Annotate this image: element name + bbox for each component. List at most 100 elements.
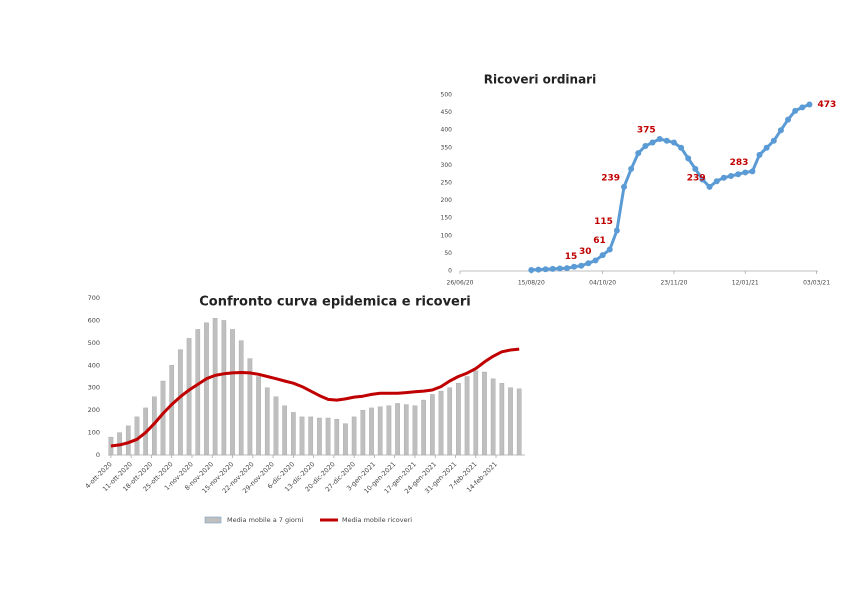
bar <box>204 322 209 456</box>
data-point <box>756 151 763 158</box>
chart-title: Ricoveri ordinari <box>484 73 596 87</box>
bar <box>343 423 348 456</box>
data-point <box>549 265 556 272</box>
bar <box>377 406 383 456</box>
data-point <box>635 150 642 157</box>
y-tick-label: 50 <box>444 250 452 257</box>
bar <box>186 338 192 456</box>
bar <box>230 329 235 456</box>
bar <box>134 416 140 456</box>
data-point <box>706 183 713 190</box>
bar <box>195 329 201 456</box>
data-point <box>720 174 727 181</box>
y-tick-label: 100 <box>441 232 453 239</box>
data-point <box>621 183 628 190</box>
y-tick-label: 0 <box>448 268 452 275</box>
data-point <box>649 139 656 146</box>
bar <box>125 425 131 456</box>
data-point <box>713 178 720 185</box>
data-point <box>749 168 756 175</box>
x-tick-label: 23/11/20 <box>660 280 687 287</box>
data-point <box>528 266 535 273</box>
bar <box>473 370 479 456</box>
data-point <box>578 262 585 269</box>
bar <box>508 387 513 456</box>
bar <box>351 416 357 456</box>
y-tick-label: 700 <box>88 294 100 302</box>
bar <box>447 387 453 456</box>
data-point <box>735 171 742 178</box>
data-point <box>599 252 606 259</box>
data-label: 30 <box>579 247 592 257</box>
data-label: 375 <box>637 126 656 136</box>
y-tick-label: 200 <box>88 406 100 414</box>
data-point <box>670 139 677 146</box>
bar <box>308 416 314 456</box>
y-tick-label: 300 <box>88 384 100 392</box>
data-point <box>556 265 563 272</box>
data-label: 61 <box>593 236 606 246</box>
x-tick-label: 26/06/20 <box>447 280 474 287</box>
data-point <box>606 246 613 253</box>
chart-title: Confronto curva epidemica e ricoveri <box>199 295 471 310</box>
data-point <box>685 155 692 162</box>
bar <box>421 399 426 456</box>
legend-label: Media mobile ricoveri <box>342 516 412 524</box>
y-tick-label: 500 <box>88 339 100 347</box>
data-label: 115 <box>594 217 613 227</box>
bar <box>264 387 270 456</box>
bar <box>430 394 435 456</box>
bar <box>256 376 261 456</box>
data-label: 15 <box>565 252 578 262</box>
bar <box>273 396 279 456</box>
y-tick-label: 250 <box>441 180 453 187</box>
data-point <box>585 260 592 267</box>
x-tick-label: 03/03/21 <box>803 280 830 287</box>
x-tick-label: 04/10/20 <box>589 280 616 287</box>
bar <box>360 409 366 456</box>
data-point <box>692 165 699 172</box>
data-label: 239 <box>601 173 620 183</box>
bar <box>169 365 175 456</box>
legend-swatch <box>204 516 222 524</box>
bar <box>464 376 470 456</box>
bar <box>369 407 374 456</box>
y-tick-label: 500 <box>441 92 453 99</box>
data-point <box>777 127 784 134</box>
bar <box>160 380 166 456</box>
bar <box>299 416 305 456</box>
data-point <box>642 143 649 150</box>
data-point <box>742 169 749 176</box>
data-point <box>563 265 570 272</box>
data-line <box>531 103 810 272</box>
data-point <box>699 176 706 183</box>
bar <box>317 417 322 456</box>
bar <box>395 403 400 456</box>
data-point <box>678 144 685 151</box>
bar <box>247 358 253 456</box>
bar <box>212 318 218 456</box>
data-point <box>770 137 777 144</box>
x-tick-label: 12/01/21 <box>732 280 759 287</box>
data-label: 473 <box>817 100 836 110</box>
y-tick-label: 200 <box>441 197 453 204</box>
bar <box>456 383 461 456</box>
data-point <box>785 116 792 123</box>
data-label: 283 <box>730 158 749 168</box>
bar <box>325 417 331 456</box>
bar <box>282 405 287 456</box>
bar <box>412 405 418 456</box>
data-point <box>763 144 770 151</box>
y-tick-label: 400 <box>441 127 453 134</box>
data-point <box>656 136 663 142</box>
data-point <box>535 266 542 273</box>
bar <box>499 383 505 456</box>
bar <box>490 378 496 456</box>
y-tick-label: 0 <box>96 451 100 459</box>
data-point <box>727 172 734 179</box>
bar <box>221 320 227 456</box>
data-point <box>792 107 799 114</box>
y-tick-label: 150 <box>441 215 453 222</box>
y-tick-label: 600 <box>88 316 100 324</box>
